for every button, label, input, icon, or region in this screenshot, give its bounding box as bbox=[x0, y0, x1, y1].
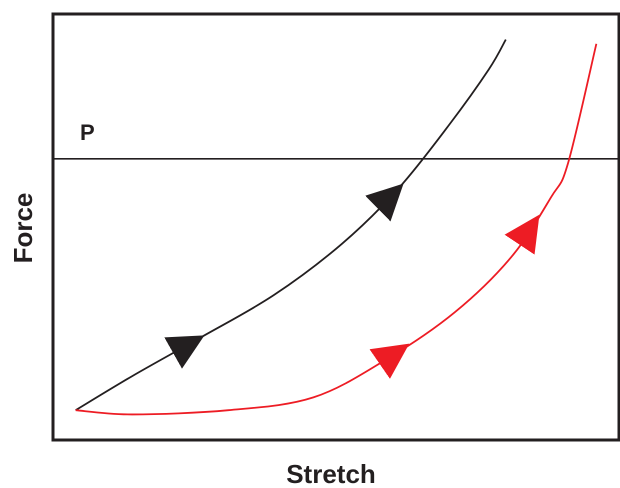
series-layer bbox=[75, 39, 598, 416]
series-1-direction-arrow-1 bbox=[164, 335, 205, 369]
reference-line-label: P bbox=[80, 120, 95, 145]
series-line-2 bbox=[75, 43, 598, 416]
series-2-direction-arrow-1 bbox=[369, 343, 410, 379]
y-axis-label: Force bbox=[8, 193, 38, 264]
series-line-1 bbox=[75, 39, 507, 411]
x-axis-label: Stretch bbox=[286, 459, 376, 488]
series-1-direction-arrow-2 bbox=[365, 183, 404, 222]
plot-frame bbox=[51, 12, 620, 442]
series-2-direction-arrow-2 bbox=[504, 214, 540, 255]
